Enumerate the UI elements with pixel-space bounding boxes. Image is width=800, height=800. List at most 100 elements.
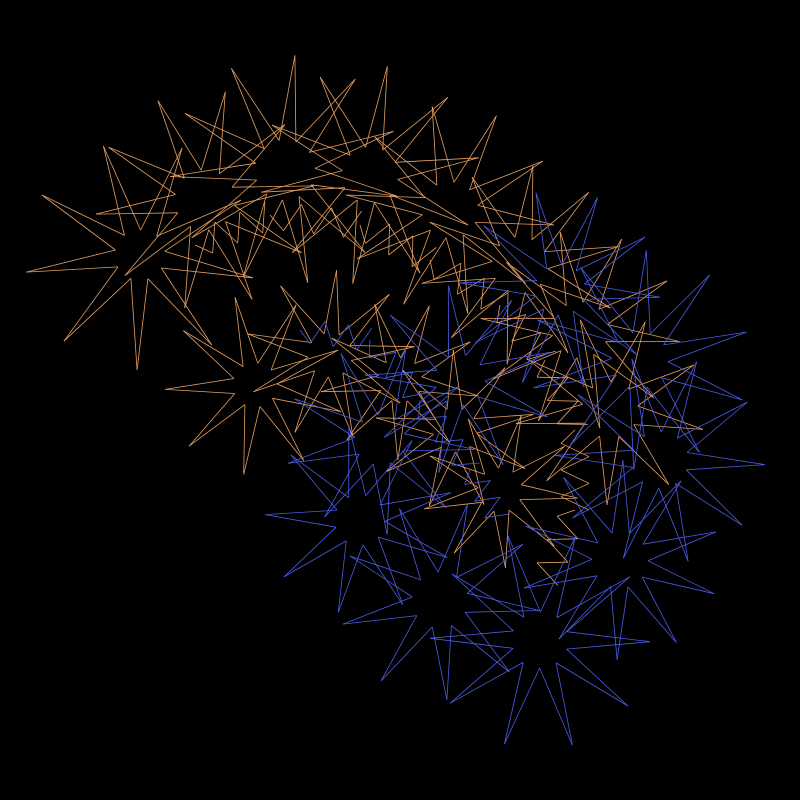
string-segment <box>473 367 506 419</box>
string-segment <box>402 391 430 399</box>
string-segment <box>480 292 508 310</box>
string-segment <box>547 400 578 402</box>
string-segment <box>563 477 599 544</box>
string-segment <box>421 341 471 378</box>
string-segment <box>462 404 504 465</box>
string-segment <box>349 345 415 348</box>
string-segment <box>629 480 682 534</box>
string-segment <box>445 237 469 314</box>
string-segment <box>374 303 401 359</box>
string-segment <box>536 359 546 378</box>
string-segment <box>103 145 125 236</box>
string-segment <box>484 496 501 519</box>
string-segment <box>685 469 743 526</box>
string-segment <box>380 615 418 681</box>
string-segment <box>572 311 585 388</box>
string-segment <box>460 280 537 284</box>
string-segment <box>584 283 660 298</box>
string-segment <box>456 503 468 578</box>
string-segment <box>575 236 646 272</box>
string-segment <box>464 480 491 485</box>
string-segment <box>464 612 510 673</box>
string-segment <box>579 319 612 383</box>
string-segment <box>452 349 463 410</box>
string-segment <box>476 414 534 434</box>
string-segment <box>467 592 540 611</box>
string-segment <box>429 455 479 489</box>
string-segment <box>498 414 522 469</box>
string-segment <box>247 333 309 358</box>
string-segment <box>522 314 559 383</box>
string-segment <box>465 300 512 356</box>
string-segment <box>525 525 598 544</box>
string-segment <box>622 481 643 559</box>
string-segment <box>379 440 413 506</box>
string-segment <box>477 204 555 226</box>
string-segment <box>290 454 338 511</box>
string-segment <box>529 359 593 389</box>
string-segment <box>451 625 510 673</box>
string-segment <box>474 308 545 344</box>
string-segment <box>453 502 483 554</box>
string-segment <box>563 477 613 534</box>
string-segment <box>294 370 315 433</box>
string-segment <box>346 400 393 441</box>
string-segment <box>219 91 226 174</box>
string-segment <box>610 586 618 661</box>
string-segment <box>231 68 280 141</box>
string-segment <box>642 480 682 545</box>
string-segment <box>140 147 183 231</box>
string-segment <box>449 647 514 704</box>
string-segment <box>386 433 434 472</box>
string-segment <box>365 66 388 148</box>
string-segment <box>345 194 423 216</box>
string-segment <box>414 305 430 364</box>
string-segment <box>438 400 447 473</box>
string-segment <box>446 349 454 410</box>
string-segment <box>311 184 398 197</box>
string-segment <box>464 469 471 485</box>
string-segment <box>265 509 338 515</box>
string-segment <box>504 662 524 745</box>
string-segment <box>397 157 479 180</box>
string-segment <box>253 356 309 393</box>
string-segment <box>583 296 660 300</box>
string-segment <box>294 398 363 423</box>
string-segment <box>449 662 524 704</box>
string-segment <box>631 358 662 433</box>
string-segment <box>232 185 315 188</box>
string-segment <box>576 357 601 429</box>
string-segment <box>521 484 578 499</box>
string-segment <box>26 249 116 273</box>
string-segment <box>95 212 178 215</box>
string-segment <box>276 349 339 385</box>
string-segment <box>637 405 704 430</box>
string-segment <box>474 480 491 502</box>
string-segment <box>431 626 448 700</box>
string-segment <box>633 387 648 470</box>
string-segment <box>403 229 431 305</box>
string-segment <box>356 327 373 351</box>
string-segment <box>546 539 569 563</box>
string-segment <box>424 487 479 510</box>
string-segment <box>474 496 501 502</box>
string-segment <box>242 199 283 278</box>
string-segment <box>309 321 326 344</box>
string-segment <box>234 297 244 367</box>
string-segment <box>451 573 514 632</box>
string-segment <box>616 586 629 661</box>
string-segment <box>570 385 631 446</box>
string-segment <box>431 106 455 183</box>
string-segment <box>424 501 482 510</box>
string-segment <box>456 543 524 578</box>
string-segment <box>372 464 388 535</box>
string-segment <box>507 534 525 618</box>
string-segment <box>170 162 256 177</box>
string-segment <box>476 432 526 469</box>
string-segment <box>556 535 576 618</box>
string-segment <box>208 229 253 300</box>
string-segment <box>533 358 613 389</box>
string-segment <box>411 235 414 267</box>
string-segment <box>469 446 485 505</box>
string-segment <box>531 165 534 240</box>
